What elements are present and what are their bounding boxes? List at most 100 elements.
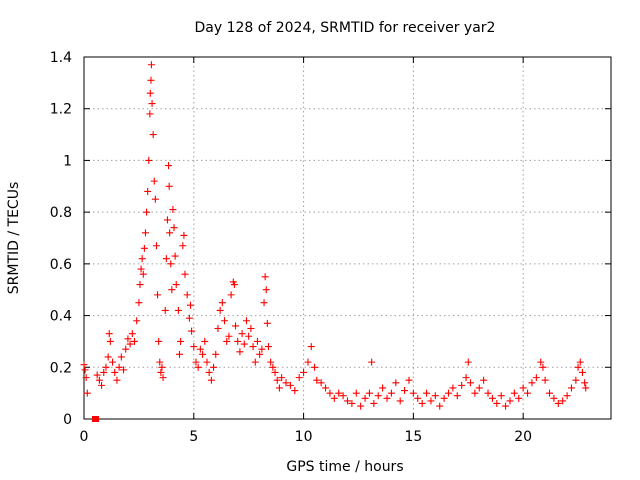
data-point [497,392,505,400]
data-point [210,363,218,371]
data-point [409,389,417,397]
data-point [440,394,448,402]
data-point [550,394,558,402]
data-point [179,242,187,250]
data-point [401,387,409,395]
data-point [93,416,100,422]
data-point [158,363,166,371]
x-tick-label: 15 [404,429,422,445]
data-point [307,343,315,351]
data-point [524,389,532,397]
data-point [352,389,360,397]
data-point [150,177,158,185]
x-tick-label: 0 [80,429,89,445]
data-point [374,392,382,400]
data-point [104,353,112,361]
data-point [128,330,136,338]
data-point [144,187,152,195]
plot-frame [83,56,612,420]
data-point [122,345,130,353]
x-tick-label: 5 [189,429,198,445]
data-point [414,394,422,402]
data-point [581,379,589,387]
data-point [81,366,89,374]
data-point [357,402,365,410]
data-point [234,337,242,345]
data-point [537,358,545,366]
data-point [273,376,281,384]
data-point [453,392,461,400]
data-point [445,389,453,397]
y-tick-label: 0 [63,412,72,428]
data-point [348,399,356,407]
data-point [185,314,193,322]
data-point [157,368,165,376]
data-point [554,399,562,407]
data-point [383,394,391,402]
data-point [100,368,108,376]
data-point [278,374,286,382]
data-point [83,389,91,397]
data-point [212,350,220,358]
data-point [541,376,549,384]
data-point [176,350,184,358]
data-point [480,376,488,384]
data-point [275,384,283,392]
data-point [152,242,160,250]
data-point [196,345,204,353]
data-point [484,389,492,397]
data-point [405,376,413,384]
data-point [136,281,144,289]
data-point [105,330,113,338]
data-point [502,402,510,410]
data-point [169,206,177,214]
data-point [162,255,170,263]
data-point [286,381,294,389]
y-axis-label: SRMTID / TECUs [6,182,22,295]
data-point [163,216,171,224]
data-point [488,394,496,402]
data-point [156,358,164,366]
data-point [139,270,147,278]
data-point [458,381,466,389]
data-point [171,252,179,260]
data-point [567,384,575,392]
data-point [253,337,261,345]
data-point [180,231,188,239]
data-point [368,358,376,366]
data-point [115,363,123,371]
data-point [267,358,275,366]
y-tick-label: 1 [63,153,72,169]
data-point [165,162,173,170]
data-point [423,389,431,397]
data-point [190,343,198,351]
data-point [582,384,590,392]
data-point [181,270,189,278]
data-point [449,384,457,392]
data-point [291,387,299,395]
data-point [515,394,523,402]
data-point [203,358,211,366]
data-point [126,340,134,348]
data-point [98,381,106,389]
data-point [510,389,518,397]
data-point [143,208,151,216]
data-point [230,281,238,289]
data-point [387,389,395,397]
data-point [238,330,246,338]
data-point [317,379,325,387]
data-point [207,376,215,384]
data-point [559,397,567,405]
x-axis-label: GPS time / hours [286,459,403,475]
data-point [102,363,110,371]
data-point [572,376,580,384]
data-point [335,389,343,397]
data-point [361,394,369,402]
data-point [95,376,103,384]
data-point [436,402,444,410]
data-point [242,317,250,325]
data-point [574,363,582,371]
data-point [170,224,178,232]
data-point [140,244,148,252]
data-point [247,325,255,332]
